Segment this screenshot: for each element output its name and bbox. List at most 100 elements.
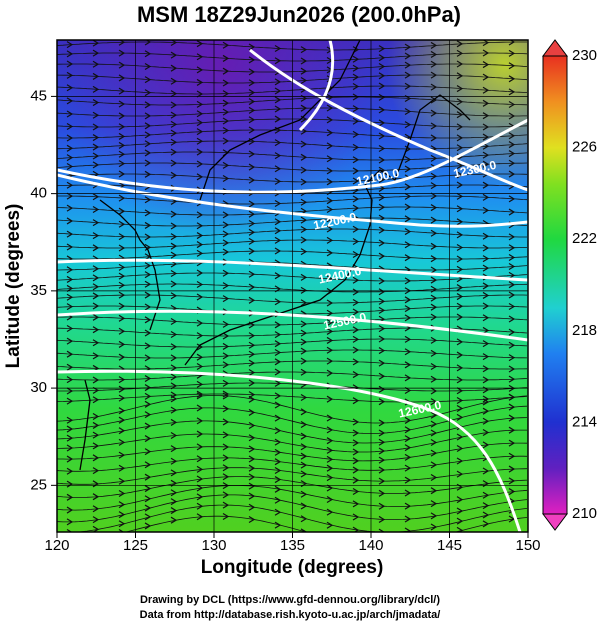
x-axis-label: Longitude (degrees)	[201, 557, 384, 578]
stream-arrow	[378, 184, 386, 192]
stream-arrow	[248, 359, 256, 367]
stream-arrow	[196, 160, 204, 168]
streamline	[57, 217, 528, 227]
stream-arrow	[196, 362, 204, 370]
stream-arrow	[92, 111, 100, 119]
stream-arrow	[144, 140, 152, 148]
stream-arrow	[144, 448, 152, 456]
stream-arrow	[170, 395, 178, 403]
stream-arrow	[352, 335, 360, 343]
stream-arrow	[326, 178, 334, 186]
stream-arrow	[118, 427, 126, 435]
stream-arrow	[378, 203, 386, 211]
stream-arrow	[274, 177, 282, 185]
stream-arrow	[144, 461, 152, 469]
stream-arrow	[248, 43, 256, 51]
stream-arrow	[248, 219, 256, 227]
stream-arrow	[144, 149, 152, 157]
stream-arrow	[300, 408, 308, 416]
stream-arrow	[118, 477, 126, 485]
stream-arrow	[508, 365, 516, 373]
stream-arrow	[66, 363, 74, 371]
stream-arrow	[118, 61, 126, 69]
stream-arrow	[326, 327, 334, 335]
stream-arrow	[196, 443, 204, 451]
stream-arrow	[456, 470, 464, 478]
stream-arrow	[508, 49, 516, 57]
stream-arrow	[378, 277, 386, 285]
stream-arrow	[196, 137, 204, 145]
stream-arrow	[378, 176, 386, 184]
stream-arrow	[196, 475, 204, 483]
stream-arrow	[222, 342, 230, 350]
stream-arrow	[430, 294, 438, 302]
stream-arrow	[274, 272, 282, 280]
stream-arrow	[326, 142, 334, 150]
stream-arrow	[170, 251, 178, 259]
stream-arrow	[118, 233, 126, 241]
stream-arrow	[92, 49, 100, 57]
stream-arrow	[92, 205, 100, 214]
stream-arrow	[274, 45, 282, 53]
stream-arrow	[352, 326, 360, 334]
stream-arrow	[118, 501, 126, 509]
stream-arrow	[274, 349, 282, 357]
stream-arrow	[144, 392, 152, 400]
stream-arrow	[170, 292, 178, 300]
stream-arrow	[118, 87, 126, 95]
stream-arrow	[456, 351, 464, 359]
stream-arrow	[222, 379, 230, 387]
stream-arrow	[404, 374, 412, 382]
stream-arrow	[92, 467, 100, 475]
stream-arrow	[274, 401, 282, 409]
stream-arrow	[352, 143, 360, 151]
x-tick-label: 130	[201, 537, 226, 554]
stream-arrow	[430, 523, 438, 531]
stream-arrow	[66, 425, 74, 433]
stream-arrow	[92, 313, 100, 321]
stream-arrow	[222, 269, 230, 277]
stream-arrow	[378, 489, 386, 497]
stream-arrow	[144, 342, 152, 350]
stream-arrow	[196, 430, 204, 438]
stream-arrow	[482, 49, 490, 57]
stream-arrow	[274, 358, 282, 366]
stream-arrow	[404, 426, 412, 434]
stream-arrow	[118, 394, 126, 402]
stream-arrow	[118, 407, 126, 415]
stream-arrow	[248, 106, 256, 114]
stream-arrow	[430, 192, 438, 200]
stream-arrow	[92, 326, 100, 334]
stream-arrow	[352, 237, 360, 245]
stream-arrow	[326, 464, 334, 472]
stream-arrow	[274, 152, 282, 160]
stream-arrow	[248, 176, 256, 184]
stream-arrow	[92, 442, 100, 450]
stream-arrow	[274, 227, 282, 235]
stream-arrow	[118, 49, 126, 57]
stream-arrow	[170, 373, 178, 381]
stream-arrow	[92, 339, 100, 347]
streamline	[57, 63, 528, 73]
stream-arrow	[222, 108, 230, 116]
stream-arrow	[66, 162, 74, 171]
stream-arrow	[196, 241, 204, 249]
stream-arrow	[508, 488, 516, 496]
stream-arrow	[144, 271, 152, 279]
stream-arrow	[274, 236, 282, 244]
stream-arrow	[482, 502, 490, 510]
stream-arrow	[196, 343, 204, 351]
streamline	[57, 442, 528, 462]
stream-arrow	[482, 255, 490, 263]
stream-arrow	[404, 61, 412, 69]
stream-arrow	[300, 443, 308, 451]
stream-arrow	[274, 199, 282, 207]
stream-arrow	[404, 348, 412, 356]
stream-arrow	[66, 350, 74, 358]
stream-arrow	[482, 244, 490, 252]
stream-arrow	[92, 302, 100, 310]
streamline	[57, 371, 528, 381]
stream-arrow	[378, 193, 386, 201]
stream-arrow	[92, 493, 100, 501]
